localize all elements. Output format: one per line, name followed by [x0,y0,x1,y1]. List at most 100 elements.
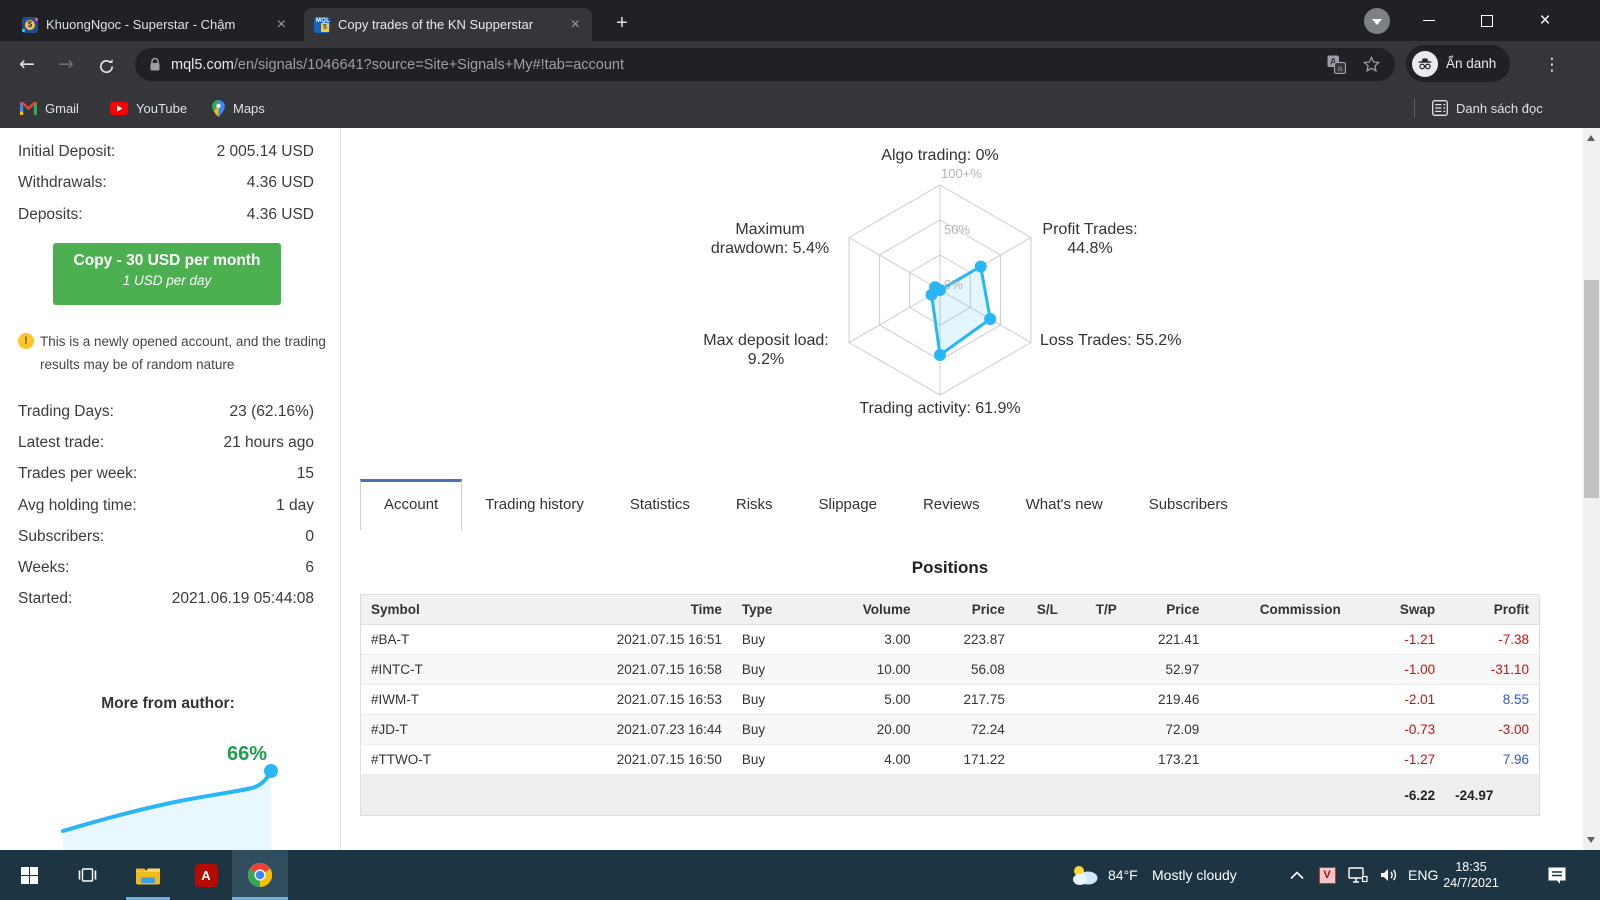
new-tab-button[interactable]: + [616,12,628,34]
gmail-icon [20,101,37,115]
bookmark-label: Maps [233,100,265,116]
stat-row: Initial Deposit: 2 005.14 USD [18,143,314,161]
window-close-button[interactable]: × [1539,9,1551,31]
url-path: /en/signals/1046641?source=Site+Signals+… [233,56,625,73]
table-row[interactable]: #BA-T 2021.07.15 16:51 Buy 3.00 223.87 221.41… [360,625,1540,655]
language-indicator[interactable]: ENG [1408,867,1439,883]
tab-risks[interactable]: Risks [735,496,773,513]
bookmark-star-icon[interactable] [1362,55,1381,74]
tab-close-icon[interactable]: × [570,15,580,33]
translate-icon[interactable]: A a [1327,55,1346,74]
tab-slippage[interactable]: Slippage [818,496,877,513]
new-account-notice: This is a newly opened account, and the … [40,334,326,372]
stat-value: 2 005.14 USD [216,143,314,160]
tab-reviews[interactable]: Reviews [922,496,980,513]
bookmarks-bar: Gmail YouTube Maps Danh sách đọc [0,88,1600,128]
window-minimize-button[interactable] [1406,0,1452,41]
task-view-icon [78,868,96,882]
clock-time: 18:35 [1455,860,1487,874]
bookmark-label: Gmail [45,100,79,116]
svg-text:a: a [1338,63,1343,73]
stat-value: 23 (62.16%) [229,403,314,420]
tab-account[interactable]: Account [360,479,463,530]
chrome-button-active[interactable] [232,850,288,900]
tab-whats-new[interactable]: What's new [1025,496,1103,513]
total-swap: -6.22 [1350,774,1446,816]
browser-menu-icon[interactable]: ⋮ [1543,55,1561,75]
action-center-button[interactable] [1540,850,1574,900]
acrobat-icon: A [194,863,218,887]
incognito-badge: Ẩn danh [1406,45,1511,82]
scrollbar-thumb[interactable] [1584,280,1599,498]
tray-unikey-button[interactable]: V [1314,850,1340,900]
stat-label: Weeks: [18,559,70,576]
copy-signal-button[interactable]: Copy - 30 USD per month 1 USD per day [53,243,281,305]
positions-table: Symbol Time Type Volume Price S/L T/P Pr… [360,594,1540,816]
stat-row: Trading Days: 23 (62.16%) [18,403,314,421]
url-text: mql5.com/en/signals/1046641?source=Site+… [171,57,624,73]
taskbar-clock[interactable]: 18:35 24/7/2021 [1432,850,1510,900]
stat-value: 15 [296,465,314,482]
bookmark-youtube[interactable]: YouTube [110,88,187,128]
task-view-button[interactable] [70,850,104,900]
reading-list-icon [1432,100,1448,116]
totals-row: -6.22 -24.97 [360,774,1540,816]
risk-radar-chart [848,184,1032,396]
acrobat-button[interactable]: A [188,850,224,900]
bookmark-label: YouTube [136,100,188,116]
stat-label: Deposits: [18,206,83,223]
author-growth-chart[interactable] [40,743,290,850]
scroll-down-icon[interactable] [1587,837,1595,843]
back-button[interactable]: ← [19,53,35,75]
start-button[interactable] [12,850,46,900]
browser-tab-1[interactable]: $ KhuongNgoc - Superstar - Chậm × [12,8,298,41]
tab-title: KhuongNgoc - Superstar - Chậm [46,17,236,32]
stat-row: Weeks: 6 [18,559,314,577]
windows-taskbar: A 84°F Mostly cloudy [0,850,1600,900]
weather-cloud-icon [1073,866,1098,885]
stat-row: Withdrawals: 4.36 USD [18,174,314,192]
stat-value: 0 [305,528,314,545]
reading-list-button[interactable]: Danh sách đọc [1432,88,1543,128]
media-controls-icon[interactable] [1364,8,1390,34]
radar-label-trading-activity: Trading activity: 61.9% [859,400,1021,417]
stat-label: Trading Days: [18,403,114,420]
incognito-icon [1412,50,1438,77]
table-row[interactable]: #JD-T 2021.07.23 16:44 Buy 20.00 72.24 72.09-… [360,714,1540,745]
file-explorer-button[interactable] [126,850,170,900]
url-bar[interactable]: mql5.com/en/signals/1046641?source=Site+… [135,48,1395,81]
table-row[interactable]: #TTWO-T 2021.07.15 16:50 Buy 4.00 171.22 173.… [360,745,1540,775]
tab-close-icon[interactable]: × [276,15,286,33]
radar-label-loss-trades: Loss Trades: 55.2% [1040,332,1182,349]
mql5-favicon-icon: MQL 5 [314,16,330,33]
forward-button[interactable]: → [58,53,74,75]
stat-value: 4.36 USD [246,206,314,223]
bookmark-gmail[interactable]: Gmail [20,88,79,128]
speaker-icon [1380,869,1396,881]
window-maximize-button[interactable] [1464,0,1510,41]
copy-button-price: Copy - 30 USD per month [73,252,261,269]
tab-subscribers[interactable]: Subscribers [1148,496,1228,513]
growth-percent-label: 66% [226,743,268,765]
network-tray-button[interactable] [1344,850,1372,900]
weather-widget[interactable] [1068,850,1102,900]
weather-temp[interactable]: 84°F [1108,867,1138,883]
browser-tab-2-active[interactable]: MQL 5 Copy trades of the KN Supperstar × [304,8,592,41]
stat-value: 4.36 USD [246,174,314,191]
scroll-up-icon[interactable] [1587,135,1595,141]
stat-row: Latest trade: 21 hours ago [18,434,314,452]
bookmark-maps[interactable]: Maps [212,88,265,128]
browser-toolbar: ← → mql5.com/en/signals/1046641?source=S… [0,41,1600,88]
table-row[interactable]: #IWM-T 2021.07.15 16:53 Buy 5.00 217.75 219.4… [360,685,1540,715]
volume-tray-button[interactable] [1374,850,1402,900]
tab-statistics[interactable]: Statistics [629,496,690,513]
stat-label: Initial Deposit: [18,143,116,160]
tray-expand-button[interactable] [1286,850,1308,900]
weather-desc[interactable]: Mostly cloudy [1152,867,1237,883]
page-scrollbar[interactable] [1583,128,1600,850]
tab-trading-history[interactable]: Trading history [485,496,584,513]
table-row[interactable]: #INTC-T 2021.07.15 16:58 Buy 10.00 56.08 52.9… [360,654,1540,685]
reload-button[interactable] [92,51,120,79]
url-domain: mql5.com [171,56,234,73]
chevron-up-icon [1290,870,1304,879]
